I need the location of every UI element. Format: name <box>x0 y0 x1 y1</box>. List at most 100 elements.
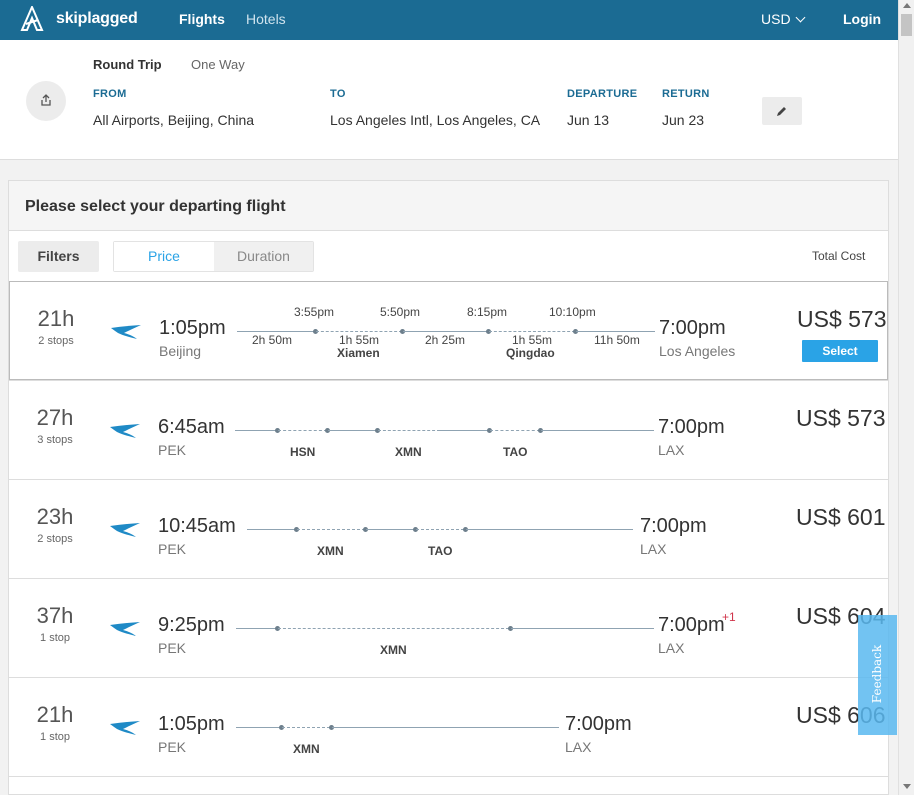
return-label: RETURN <box>662 88 710 100</box>
stop-dot <box>363 527 368 532</box>
flight-leg-line <box>236 727 280 728</box>
round-trip-option[interactable]: Round Trip <box>93 57 162 72</box>
flight-leg-line <box>366 529 414 530</box>
stop-code: TAO <box>503 445 528 459</box>
layover-line <box>416 529 464 530</box>
stop-dot <box>508 626 513 631</box>
share-button[interactable] <box>26 81 66 121</box>
stop-dot <box>487 428 492 433</box>
airline-logo-icon <box>110 622 140 636</box>
flight-leg-line <box>332 727 559 728</box>
sort-price-tab[interactable]: Price <box>114 242 214 271</box>
flight-row[interactable]: 27h 3 stops 6:45am PEK HSN XMN TAO 7:00p… <box>9 380 888 479</box>
skiplagged-logo-icon[interactable] <box>20 6 44 32</box>
departure-time: 9:25pm <box>158 614 225 636</box>
search-summary: Round Trip One Way FROM All Airports, Be… <box>0 40 898 160</box>
stop-dot <box>400 329 405 334</box>
stop-dot <box>413 527 418 532</box>
arrival-time: 7:00pm <box>658 614 725 636</box>
flight-leg-line <box>403 331 488 332</box>
stop-city: Qingdao <box>506 346 555 360</box>
layover-duration: 1h 55m <box>339 333 380 347</box>
departure-place: PEK <box>158 442 187 458</box>
login-link[interactable]: Login <box>843 11 882 27</box>
flight-leg-line <box>576 331 655 332</box>
nav-hotels[interactable]: Hotels <box>246 11 286 27</box>
arrival-place: LAX <box>658 640 685 656</box>
stop-dot <box>325 428 330 433</box>
flight-duration: 37h <box>36 603 74 628</box>
airline-logo-icon <box>110 424 140 438</box>
edit-search-button[interactable] <box>762 97 802 125</box>
flight-duration: 23h <box>36 504 74 529</box>
stop-code: TAO <box>428 544 453 558</box>
layover-line <box>278 430 327 431</box>
layover-line <box>490 430 540 431</box>
scroll-up-arrow-icon[interactable] <box>903 3 911 8</box>
to-value[interactable]: Los Angeles Intl, Los Angeles, CA <box>330 112 541 128</box>
stop-dot <box>573 329 578 334</box>
return-value[interactable]: Jun 23 <box>662 112 705 128</box>
scroll-down-arrow-icon[interactable] <box>903 784 911 789</box>
currency-select[interactable]: USD <box>761 11 806 27</box>
flight-leg-line <box>328 430 377 431</box>
one-way-option[interactable]: One Way <box>191 57 245 72</box>
stop-code: XMN <box>293 742 320 756</box>
departure-time: 6:45am <box>158 416 225 438</box>
stop-time: 5:50pm <box>380 305 421 319</box>
leg-duration: 2h 50m <box>252 333 293 347</box>
scrollbar-thumb[interactable] <box>901 14 912 36</box>
pencil-icon <box>777 107 786 116</box>
flight-row[interactable]: 21h 1 stop 1:05pm PEK XMN 7:00pm LAX US$… <box>9 677 888 776</box>
departure-place: PEK <box>158 739 187 755</box>
nav-flights[interactable]: Flights <box>179 11 225 27</box>
flight-row[interactable]: 23h 2 stops 10:45am PEK XMN TAO 7:00pm L… <box>9 479 888 578</box>
stop-dot <box>486 329 491 334</box>
feedback-tab[interactable]: Feedback <box>858 615 897 735</box>
departure-place: PEK <box>158 541 187 557</box>
flight-row[interactable]: 21h 2 stops 1:05pm Beijing 3:55pm 5:50pm… <box>9 281 888 380</box>
departure-value[interactable]: Jun 13 <box>567 112 610 128</box>
stop-time: 8:15pm <box>467 305 508 319</box>
layover-line <box>378 430 440 431</box>
filters-button[interactable]: Filters <box>18 241 99 272</box>
flight-leg-line <box>237 331 316 332</box>
layover-line <box>282 727 330 728</box>
results-header: Please select your departing flight <box>9 181 888 231</box>
sort-duration-tab[interactable]: Duration <box>214 242 313 271</box>
arrival-place: LAX <box>640 541 667 557</box>
chevron-down-icon <box>795 12 806 23</box>
arrival-time: 7:00pm <box>659 317 726 339</box>
departure-time: 1:05pm <box>159 317 226 339</box>
flight-price: US$ 601 <box>796 504 886 530</box>
stop-code: XMN <box>395 445 422 459</box>
flight-row[interactable] <box>9 776 888 794</box>
flight-duration: 21h <box>36 702 74 727</box>
stop-dot <box>329 725 334 730</box>
brand-name[interactable]: skiplagged <box>56 10 138 27</box>
stop-count: 1 stop <box>40 632 70 644</box>
flight-price: US$ 573 <box>796 405 886 431</box>
select-flight-button[interactable]: Select <box>802 340 878 362</box>
flight-duration: 27h <box>36 405 74 430</box>
layover-line <box>278 628 509 629</box>
departure-place: Beijing <box>159 343 202 359</box>
results-panel: Please select your departing flight Filt… <box>8 180 889 795</box>
total-cost-label: Total Cost <box>812 249 866 263</box>
flight-row[interactable]: 37h 1 stop 9:25pm PEK XMN 7:00pm +1 LAX … <box>9 578 888 677</box>
leg-duration: 11h 50m <box>594 333 640 347</box>
airline-logo-icon <box>110 523 140 537</box>
flight-price: US$ 573 <box>797 306 887 332</box>
layover-line <box>297 529 365 530</box>
stop-dot <box>375 428 380 433</box>
currency-label: USD <box>761 11 791 27</box>
from-value[interactable]: All Airports, Beijing, China <box>93 112 255 128</box>
stop-dot <box>313 329 318 334</box>
feedback-label: Feedback <box>870 644 884 704</box>
arrival-time: 7:00pm <box>565 713 632 735</box>
stop-dot <box>275 428 280 433</box>
layover-duration: 1h 55m <box>512 333 553 347</box>
flight-leg-line <box>235 430 277 431</box>
departure-time: 10:45am <box>158 515 236 537</box>
page-scrollbar[interactable] <box>898 0 914 795</box>
